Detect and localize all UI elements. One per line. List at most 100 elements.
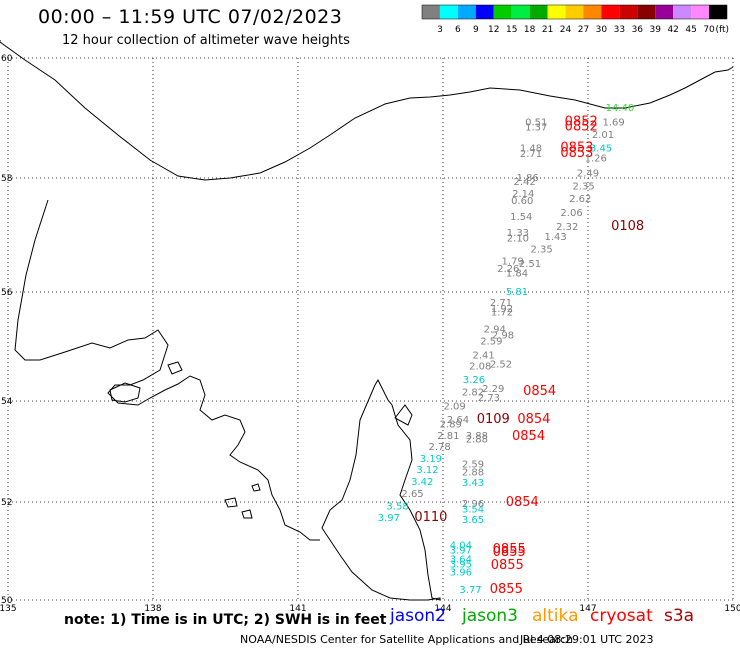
wave-height-label: 1.84 <box>506 269 528 280</box>
wave-height-label: 1.54 <box>510 212 532 223</box>
colorbar-swatch <box>439 5 458 19</box>
wave-height-label: 2.26 <box>497 264 519 275</box>
pass-time-label: 0110 <box>414 510 447 525</box>
colorbar-label: 70 <box>703 25 715 35</box>
latitude-labels: 60 58 56 54 52 50 <box>1 54 13 606</box>
wave-height-label: 2.35 <box>573 181 595 192</box>
wave-height-label: 0.51 <box>525 118 547 129</box>
colorbar-swatch <box>619 5 638 19</box>
pass-time-label: 0853 <box>560 146 593 161</box>
wave-height-label: 1.37 <box>525 122 547 133</box>
wave-height-label: 3.43 <box>462 478 484 489</box>
colorbar-label: 6 <box>455 25 461 35</box>
colorbar-label: 33 <box>614 25 625 35</box>
wave-height-label: 2.10 <box>507 233 529 244</box>
wave-height-label: 1.86 <box>516 173 538 184</box>
lat-label: 54 <box>1 397 13 407</box>
wave-height-label: 2.59 <box>480 337 502 348</box>
lat-label: 56 <box>1 288 13 298</box>
wave-height-label: 3.45 <box>590 143 612 154</box>
coastline <box>0 40 734 601</box>
colorbar-swatch <box>511 5 530 19</box>
wave-height-label: 2.96 <box>462 499 484 510</box>
wave-height-label: 2.09 <box>443 402 465 413</box>
colorbar-frame <box>421 4 728 20</box>
lat-label: 58 <box>1 174 13 184</box>
colorbar-swatch <box>475 5 494 19</box>
colorbar-label: 9 <box>473 25 479 35</box>
sakhalin-island <box>321 378 441 601</box>
lon-label: 150 <box>724 604 740 614</box>
lon-label: 147 <box>579 604 596 614</box>
islet <box>251 483 261 492</box>
satellite-legend-jason2: jason2 <box>390 606 446 626</box>
satellite-legend-s3a: s3a <box>664 606 695 626</box>
pass-time-label: 0854 <box>506 495 539 510</box>
wave-height-label: 2.98 <box>492 331 514 342</box>
wave-height-label: 2.88 <box>462 468 484 479</box>
colorbar-swatch <box>565 5 584 19</box>
pass-time-label: 0109 <box>477 412 510 427</box>
colorbar-label: 42 <box>667 25 678 35</box>
pass-time-label: 0854 <box>517 412 550 427</box>
wave-height-label: 2.41 <box>472 351 494 362</box>
colorbar-swatch <box>547 5 566 19</box>
wave-height-label: 3.97 <box>450 546 472 557</box>
lat-label: 50 <box>1 596 13 606</box>
wave-height-label: 3.95 <box>450 559 472 570</box>
wave-height-label: 2.82 <box>462 388 484 399</box>
shantar-island <box>109 382 141 403</box>
colorbar-unit: (ft) <box>715 25 729 35</box>
wave-height-label: 2.94 <box>484 325 506 336</box>
wave-height-label: 1.48 <box>520 143 542 154</box>
colorbar-label: 21 <box>542 25 553 35</box>
colorbar-swatch <box>601 5 620 19</box>
wave-height-label: 3.19 <box>420 454 442 465</box>
mainland-coastline <box>0 40 734 181</box>
wave-height-label: 3.54 <box>462 504 484 515</box>
lat-label: 60 <box>1 54 13 64</box>
lat-label: 52 <box>1 498 12 508</box>
wave-height-label: 2.14 <box>512 189 534 200</box>
colorbar-label: 24 <box>560 25 572 35</box>
wave-height-label: 2.29 <box>482 384 504 395</box>
colorbar-swatch <box>673 5 692 19</box>
wave-height-label: 4.04 <box>450 541 472 552</box>
wave-height-label: 1.26 <box>585 154 607 165</box>
wave-height-label: 2.42 <box>514 177 536 188</box>
wave-height-label: 2.89 <box>440 420 462 431</box>
lon-label: 144 <box>434 604 451 614</box>
colorbar-label: 15 <box>506 25 517 35</box>
wave-height-colorbar: 3 6 9 12 15 18 21 24 27 30 33 36 39 42 45 70 (ft) <box>421 4 729 35</box>
wave-height-label: 2.81 <box>437 431 459 442</box>
colorbar-swatch <box>529 5 548 19</box>
wave-height-label: 2.51 <box>519 259 541 270</box>
wave-height-label: 1.72 <box>491 308 513 319</box>
wave-height-label: 1.69 <box>602 118 624 129</box>
colorbar-swatch <box>583 5 602 19</box>
wave-height-label: 3.58 <box>386 501 408 512</box>
wave-height-label: 2.32 <box>556 222 578 233</box>
pass-time-label: 0852 <box>565 119 598 134</box>
islet <box>241 509 253 519</box>
wave-height-label: 2.71 <box>490 298 512 309</box>
credit-text: NOAA/NESDIS Center for Satellite Applica… <box>240 633 574 646</box>
islet <box>224 497 238 508</box>
colorbar-label: 45 <box>685 25 696 35</box>
grid-lines <box>7 57 734 601</box>
wave-height-label: 2.88 <box>466 434 488 445</box>
wave-height-label: 2.73 <box>478 393 500 404</box>
colorbar-label: 18 <box>524 25 536 35</box>
wave-height-label: 2.01 <box>592 130 614 141</box>
pass-time-label: 0855 <box>493 542 526 557</box>
wave-height-label: 2.59 <box>462 460 484 471</box>
pass-time-label: 0855 <box>490 582 523 597</box>
wave-height-label: 3.97 <box>378 513 400 524</box>
wave-height-label: 1.43 <box>544 232 566 243</box>
satellite-legend-jason3: jason3 <box>462 606 518 626</box>
wave-height-label: 3.96 <box>450 568 472 579</box>
colorbar-swatch <box>709 5 727 19</box>
wave-height-label: 3.65 <box>462 515 484 526</box>
wave-height-label: 3.26 <box>463 375 485 386</box>
wave-height-label: 1.79 <box>501 257 523 268</box>
